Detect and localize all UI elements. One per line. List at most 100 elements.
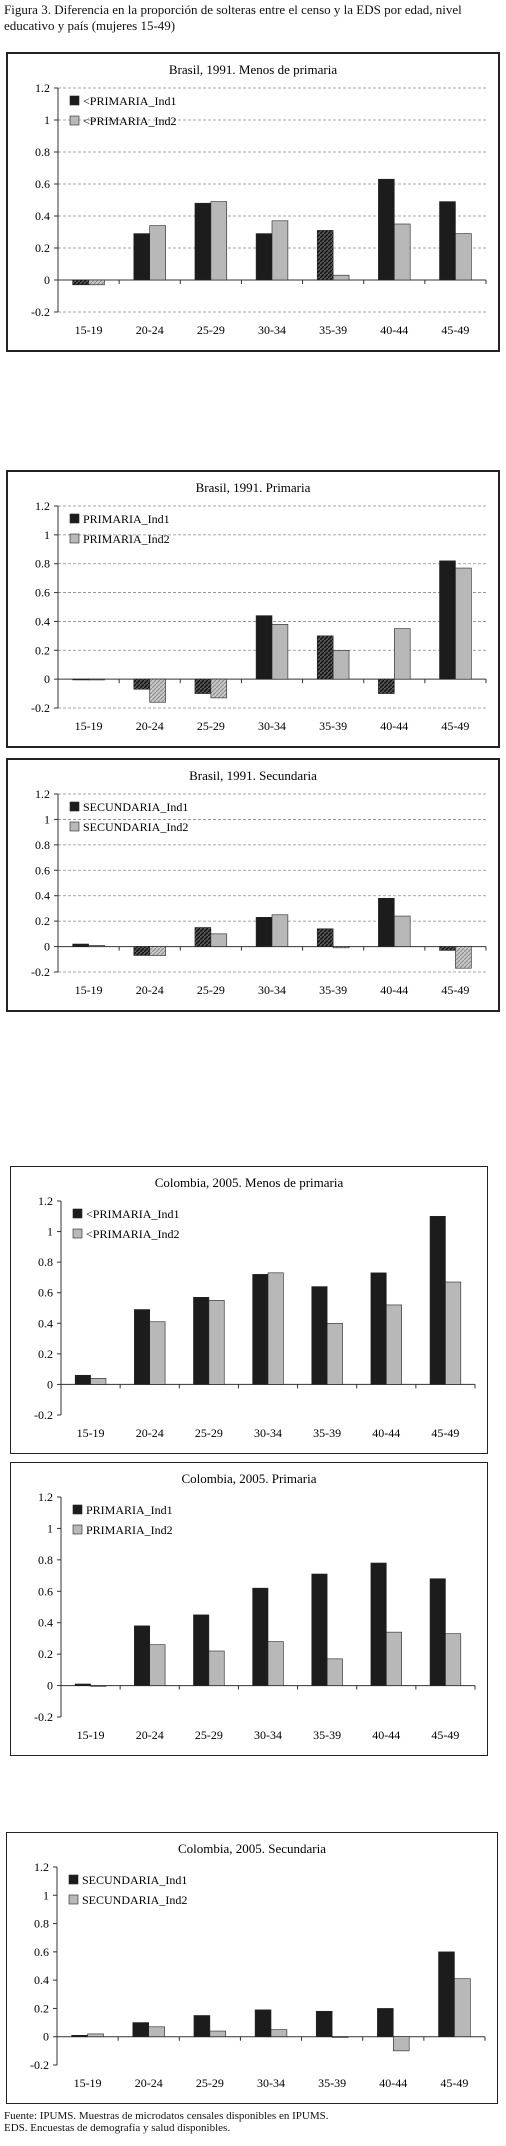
bar-ind2-20-24 <box>149 1321 166 1385</box>
x-tick-label: 40-44 <box>372 1426 400 1440</box>
bar-ind2-20-24 <box>148 2026 165 2038</box>
x-tick-label: 45-49 <box>441 323 469 337</box>
chart-brasil-menos-de-primaria: Brasil, 1991. Menos de primaria -0.2 0 0.2 0… <box>6 52 500 352</box>
bar-ind2-20-24 <box>149 678 166 703</box>
bar-ind1-25-29 <box>194 927 212 947</box>
x-tick-label: 30-34 <box>254 1426 282 1440</box>
bar-ind1-25-29 <box>194 202 212 281</box>
bar-ind1-30-34 <box>254 2009 272 2038</box>
y-tick-label: 0.2 <box>34 2001 49 2015</box>
eds-note: EDS. Encuestas de demografía y salud dis… <box>4 2122 231 2134</box>
bar-ind2-45-49 <box>454 1978 471 2038</box>
y-tick-label: 0.2 <box>35 643 50 657</box>
y-tick-label: 0.6 <box>34 1945 49 1959</box>
y-tick-label: 0.4 <box>38 1316 53 1330</box>
bar-ind2-20-24 <box>149 225 166 281</box>
bar-ind2-15-19 <box>88 279 105 286</box>
bar-ind2-30-34 <box>271 914 289 947</box>
bar-ind2-30-34 <box>271 624 289 680</box>
bar-ind2-35-39 <box>326 1658 343 1686</box>
bar-ind2-30-34 <box>267 1272 284 1385</box>
y-tick-label: 0 <box>44 672 50 686</box>
y-tick-label: 0.4 <box>35 614 50 628</box>
bar-ind1-15-19 <box>71 2035 88 2038</box>
x-tick-label: 20-24 <box>136 719 164 733</box>
bar-ind2-45-49 <box>455 567 472 680</box>
bar-ind1-15-19 <box>74 1374 91 1385</box>
y-tick-label: 1 <box>43 1888 49 1902</box>
chart-title: Brasil, 1991. Menos de primaria <box>169 62 337 77</box>
bar-ind2-35-39 <box>332 946 350 949</box>
legend-label: PRIMARIA_Ind2 <box>83 532 170 546</box>
bar-ind2-25-29 <box>210 678 228 699</box>
bar-ind1-30-34 <box>252 1587 269 1686</box>
y-tick-label: 0.6 <box>35 863 50 877</box>
bar-ind2-45-49 <box>455 233 472 281</box>
bar-ind2-40-44 <box>393 915 411 947</box>
y-tick-label: 1 <box>47 1521 53 1535</box>
bar-ind1-20-24 <box>132 2022 150 2038</box>
bar-ind2-40-44 <box>385 1631 402 1686</box>
x-tick-label: 25-29 <box>195 1426 223 1440</box>
bar-ind2-45-49 <box>455 946 472 969</box>
y-tick-label: 0 <box>44 273 50 287</box>
chart-colombia-secundaria: Colombia, 2005. Secundaria -0.2 0 0.2 0.4 0.6… <box>6 1832 498 2104</box>
bar-ind1-45-49 <box>439 946 456 951</box>
y-tick-label: 0.6 <box>38 1584 53 1598</box>
bar-ind1-25-29 <box>194 678 212 694</box>
chart-brasil-secundaria: Brasil, 1991. Secundaria -0.2 0 0.2 0.4 0.6 0.… <box>6 758 500 1012</box>
bar-ind1-40-44 <box>378 178 395 281</box>
x-tick-label: 15-19 <box>77 1426 105 1440</box>
bar-ind1-15-19 <box>74 1683 91 1686</box>
x-tick-label: 40-44 <box>380 983 408 997</box>
y-tick-label: -0.2 <box>31 305 50 319</box>
y-tick-label: 0.8 <box>35 557 50 571</box>
x-tick-label: 40-44 <box>379 2076 407 2090</box>
x-tick-label: 30-34 <box>254 1728 282 1742</box>
bar-ind1-45-49 <box>439 560 456 680</box>
figure-caption: Figura 3. Diferencia en la proporción de… <box>4 2 462 33</box>
chart-svg: Brasil, 1991. Secundaria -0.2 0 0.2 0.4 0.6 0.… <box>31 768 487 997</box>
chart-svg: Brasil, 1991. Primaria -0.2 0 0.2 0.4 0.6 0.8 1… <box>31 480 487 733</box>
x-tick-label: 35-39 <box>313 1426 341 1440</box>
x-tick-label: 30-34 <box>258 983 286 997</box>
bar-ind1-35-39 <box>316 928 334 947</box>
bar-ind1-20-24 <box>134 1625 151 1686</box>
bar-ind1-15-19 <box>72 678 89 681</box>
y-tick-label: 0.6 <box>35 586 50 600</box>
chart-svg: Colombia, 2005. Secundaria -0.2 0 0.2 0.4 0.6… <box>30 1841 486 2090</box>
x-tick-label: 40-44 <box>372 1728 400 1742</box>
bar-ind2-40-44 <box>385 1304 402 1385</box>
source-note: Fuente: IPUMS. Muestras de microdatos ce… <box>4 2110 329 2122</box>
chart-title: Brasil, 1991. Primaria <box>196 480 311 495</box>
y-tick-label: 1.2 <box>38 1194 53 1208</box>
x-tick-label: 35-39 <box>313 1728 341 1742</box>
y-tick-label: 0.4 <box>34 1973 49 1987</box>
bar-ind2-20-24 <box>149 946 166 956</box>
chart-title: Colombia, 2005. Primaria <box>181 1471 316 1486</box>
legend-swatch <box>69 533 80 544</box>
bar-ind2-40-44 <box>393 628 411 680</box>
x-tick-label: 25-29 <box>196 2076 224 2090</box>
y-tick-label: 0.4 <box>35 209 50 223</box>
legend-swatch <box>69 95 80 106</box>
bar-ind2-35-39 <box>326 1322 343 1385</box>
y-tick-label: 0 <box>43 2030 49 2044</box>
bar-ind1-25-29 <box>193 1297 210 1385</box>
bar-ind1-30-34 <box>255 615 273 680</box>
bar-ind2-30-34 <box>270 2029 288 2038</box>
y-tick-label: 0.2 <box>38 1347 53 1361</box>
legend-label: PRIMARIA_Ind1 <box>86 1503 173 1517</box>
x-tick-label: 15-19 <box>75 983 103 997</box>
y-tick-label: 0.8 <box>34 1917 49 1931</box>
legend-swatch <box>72 1524 83 1535</box>
x-tick-label: 45-49 <box>431 1426 459 1440</box>
x-tick-label: 30-34 <box>258 719 286 733</box>
bar-ind2-15-19 <box>88 945 105 947</box>
legend-swatch <box>69 513 80 524</box>
x-tick-label: 20-24 <box>136 1426 164 1440</box>
x-tick-label: 25-29 <box>195 1728 223 1742</box>
bar-ind1-40-44 <box>377 2008 394 2038</box>
bar-ind2-15-19 <box>90 1685 107 1687</box>
x-tick-label: 40-44 <box>380 719 408 733</box>
